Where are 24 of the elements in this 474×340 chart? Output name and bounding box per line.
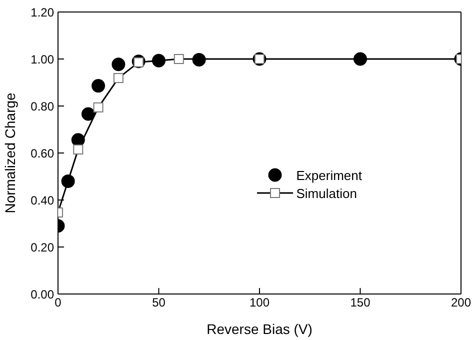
y-tick-label: 0.60 <box>30 146 54 160</box>
point <box>61 174 75 188</box>
x-tick-label: 200 <box>450 296 472 310</box>
y-tick-label: 0.80 <box>30 99 54 114</box>
y-tick-label: 0.20 <box>30 240 54 254</box>
point <box>71 133 85 147</box>
x-tick-label: 150 <box>350 296 371 310</box>
point <box>152 54 166 68</box>
point <box>112 58 126 72</box>
x-tick-label: 100 <box>249 296 270 310</box>
point <box>81 107 95 121</box>
x-tick-label: 50 <box>152 296 166 310</box>
y-tick-label: 1.20 <box>30 5 54 20</box>
y-tick-label: 0.00 <box>30 287 54 302</box>
legend-label: Experiment <box>296 168 362 182</box>
x-axis-title: Reverse Bias (V) <box>206 321 312 337</box>
point <box>192 52 206 66</box>
y-axis-title: Normalized Charge <box>2 92 18 214</box>
y-tick-label: 0.40 <box>30 193 54 208</box>
x-tick-label: 0 <box>54 296 62 310</box>
legend-label: Simulation <box>296 186 357 200</box>
point <box>92 79 106 93</box>
y-tick-label: 1.00 <box>30 52 54 66</box>
point <box>354 52 367 66</box>
